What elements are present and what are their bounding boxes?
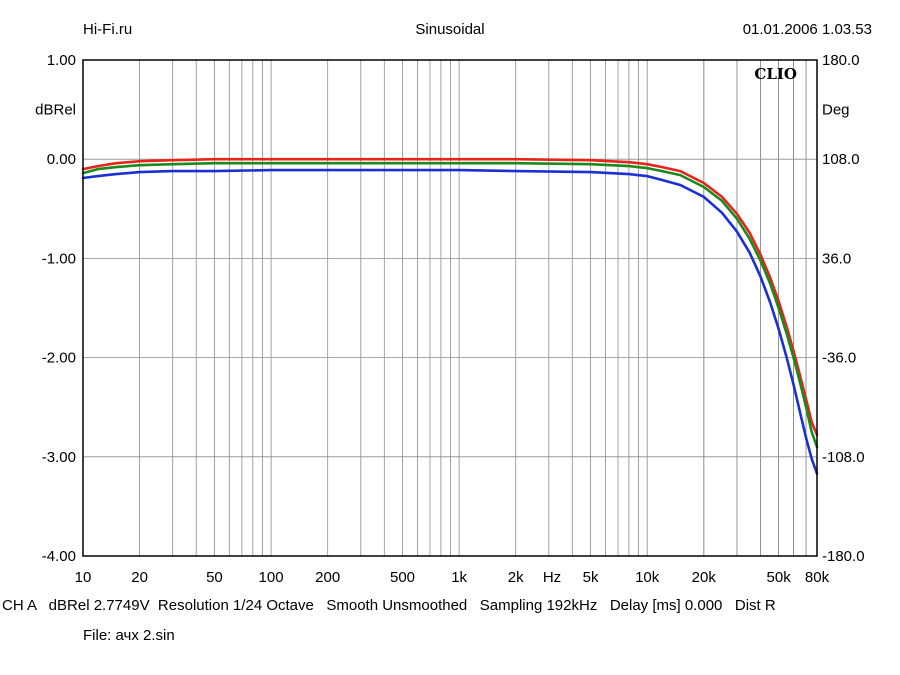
x-axis-unit-label: Hz xyxy=(543,569,561,586)
x-tick-label: 5k xyxy=(583,569,599,586)
header-datetime: 01.01.2006 1.03.53 xyxy=(742,21,872,38)
frequency-response-chart: CLIO 1.00 0.00 -1.00 -2.00 -3.00 -4.00 180.0 10… xyxy=(35,52,864,586)
x-tick-label: 80k xyxy=(805,569,830,586)
tick-labels: 1.00 0.00 -1.00 -2.00 -3.00 -4.00 180.0 108.0 36… xyxy=(35,52,864,586)
y-tick-label: -4.00 xyxy=(42,548,76,565)
clio-brand-label: CLIO xyxy=(754,65,797,83)
y2-tick-label: -180.0 xyxy=(822,548,865,565)
x-tick-label: 50 xyxy=(206,569,223,586)
x-tick-label: 500 xyxy=(390,569,415,586)
x-tick-label: 20 xyxy=(131,569,148,586)
x-tick-label: 20k xyxy=(692,569,717,586)
x-tick-label: 2k xyxy=(508,569,524,586)
series-line-3 xyxy=(81,168,819,476)
y-axis-label: dBRel xyxy=(35,102,76,119)
y2-tick-label: 108.0 xyxy=(822,151,860,168)
x-tick-label: 10k xyxy=(635,569,660,586)
y-tick-label: -3.00 xyxy=(42,449,76,466)
grid xyxy=(83,60,817,556)
y-tick-label: 0.00 xyxy=(47,151,76,168)
y2-tick-label: 36.0 xyxy=(822,250,851,267)
y-tick-label: -1.00 xyxy=(42,250,76,267)
x-tick-label: 1k xyxy=(451,569,467,586)
y-tick-label: 1.00 xyxy=(47,52,76,69)
header-site-label: Hi-Fi.ru xyxy=(83,21,133,38)
y2-tick-label: -108.0 xyxy=(822,449,865,466)
series-group xyxy=(81,157,819,476)
y-tick-label: -2.00 xyxy=(42,350,76,367)
x-tick-label: 10 xyxy=(75,569,92,586)
y2-tick-label: 180.0 xyxy=(822,52,860,69)
plot-frame xyxy=(82,59,818,557)
x-tick-label: 200 xyxy=(315,569,340,586)
x-tick-label: 100 xyxy=(259,569,284,586)
x-tick-label: 50k xyxy=(767,569,792,586)
measurement-info-line: CH A dBRel 2.7749V Resolution 1/24 Octav… xyxy=(2,597,776,614)
header-signal-type: Sinusoidal xyxy=(415,21,485,38)
y2-axis-label: Deg xyxy=(822,102,850,119)
y2-tick-label: -36.0 xyxy=(822,350,856,367)
series-line-2 xyxy=(81,161,819,449)
file-name-label: File: ачх 2.sin xyxy=(83,627,175,644)
series-line-1 xyxy=(81,157,819,437)
